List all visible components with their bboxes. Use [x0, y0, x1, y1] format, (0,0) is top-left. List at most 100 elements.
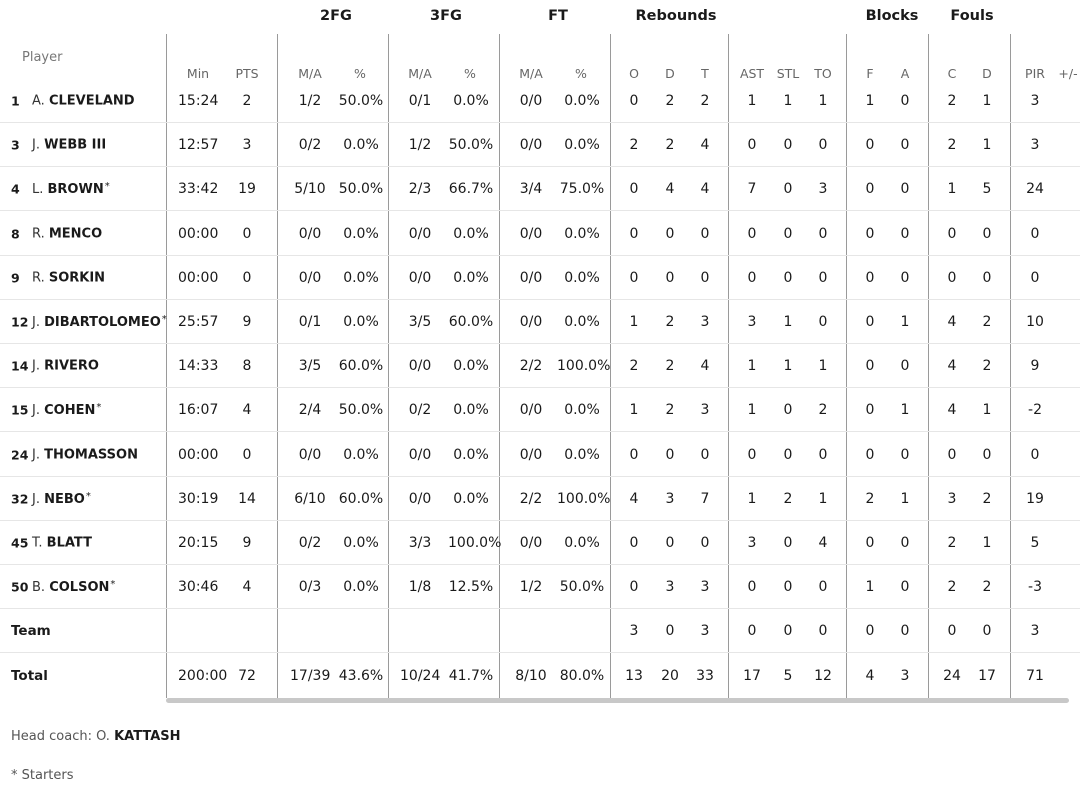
cell-fc: 3 [947, 490, 957, 507]
cell-stl: 0 [783, 181, 793, 198]
table-row[interactable]: 4 L. BROWN* 33:42 19 5/10 50.0% 2/3 66.7% 3/4 75.… [0, 167, 1080, 212]
cell-pir: 5 [1030, 535, 1040, 551]
cell-ft-ma: 0/0 [519, 402, 543, 419]
cell-fg2-ma: 0/3 [298, 579, 322, 596]
cell-ft-ma: 8/10 [515, 667, 547, 684]
cell-ft-pct: 0.0% [564, 535, 600, 551]
row-divider [0, 298, 1080, 300]
cell-min: 20:15 [178, 535, 219, 551]
player-initial: J. [32, 447, 40, 463]
header-ft-ma: M/A [519, 66, 543, 81]
player-name-link[interactable]: J. NEBO* [32, 491, 91, 507]
player-initial: R. [32, 226, 45, 242]
table-row[interactable]: 24 J. THOMASSON 00:00 0 0/0 0.0% 0/0 0.0% 0/0 0.0… [0, 433, 1080, 477]
cell-stl: 1 [783, 93, 793, 109]
cell-d: 3 [665, 490, 675, 507]
table-row[interactable]: 15 J. COHEN* 16:07 4 2/4 50.0% 0/2 0.0% 0/0 0.0% 1… [0, 388, 1080, 433]
player-name-link[interactable]: J. DIBARTOLOMEO* [32, 314, 167, 330]
cell-ft-pct: 80.0% [559, 667, 605, 684]
total-label: Total [11, 667, 48, 684]
table-row[interactable]: 1 A. CLEVELAND 15:24 2 1/2 50.0% 0/1 0.0% 0/0 0.0… [0, 79, 1080, 123]
player-name-link[interactable]: A. CLEVELAND [32, 94, 135, 109]
cell-ba: 0 [900, 623, 910, 640]
cell-ft-pct: 0.0% [564, 314, 600, 330]
cell-fd: 2 [982, 314, 992, 330]
cell-fc: 2 [947, 535, 957, 551]
table-row[interactable]: 50 B. COLSON* 30:46 4 0/3 0.0% 1/8 12.5% 1/2 50.0… [0, 565, 1080, 610]
group-fouls: Fouls [950, 8, 994, 24]
cell-fg2-pct: 0.0% [343, 535, 379, 551]
header-reb-d: D [665, 66, 675, 81]
cell-ast: 3 [747, 314, 757, 330]
head-coach: Head coach: O. KATTASH [11, 729, 181, 744]
cell-ft-ma: 0/0 [519, 314, 543, 330]
cell-min: 00:00 [178, 269, 219, 286]
column-divider [728, 34, 729, 698]
row-divider [0, 387, 1080, 389]
cell-stl: 5 [783, 667, 793, 684]
cell-fc: 0 [947, 446, 957, 463]
cell-d: 4 [665, 181, 675, 198]
cell-fg3-ma: 3/5 [408, 314, 432, 330]
table-row[interactable]: 12 J. DIBARTOLOMEO* 25:57 9 0/1 0.0% 3/5 60.0% 0… [0, 300, 1080, 344]
header-blk-f: F [866, 66, 874, 81]
cell-fg2-pct: 0.0% [343, 314, 379, 330]
cell-fg3-ma: 1/8 [408, 579, 432, 596]
cell-fg2-ma: 5/10 [294, 181, 326, 198]
player-name-link[interactable]: R. SORKIN [32, 270, 105, 285]
total-row[interactable]: Total 200:00 72 17/39 43.6% 10/24 41.7% 8/10 80.… [0, 654, 1080, 698]
cell-fg3-pct: 0.0% [453, 446, 489, 463]
cell-ast: 0 [747, 446, 757, 463]
player-name-link[interactable]: T. BLATT [32, 536, 92, 551]
cell-pts: 0 [242, 225, 252, 242]
cell-ft-ma: 0/0 [519, 269, 543, 286]
cell-min: 00:00 [178, 225, 219, 242]
header-reb-o: O [629, 66, 639, 81]
cell-ba: 0 [900, 579, 910, 596]
cell-ba: 0 [900, 225, 910, 242]
table-row[interactable]: 14 J. RIVERO 14:33 8 3/5 60.0% 0/0 0.0% 2/2 100.0… [0, 344, 1080, 389]
cell-t: 3 [700, 623, 710, 640]
player-number: 24 [11, 447, 29, 463]
player-name-link[interactable]: B. COLSON* [32, 579, 115, 595]
player-last-name: SORKIN [48, 270, 106, 286]
player-name-link[interactable]: J. THOMASSON [32, 447, 138, 462]
horizontal-scrollbar[interactable] [166, 698, 1069, 703]
cell-bf: 0 [865, 181, 875, 198]
team-row[interactable]: Team 3 0 3 0 0 0 0 0 0 0 3 [0, 609, 1080, 654]
column-divider [610, 34, 611, 698]
table-row[interactable]: 32 J. NEBO* 30:19 14 6/10 60.0% 0/0 0.0% 2/2 100.… [0, 477, 1080, 521]
player-initial: J. [32, 491, 40, 507]
cell-ft-pct: 100.0% [557, 358, 611, 375]
cell-bf: 0 [865, 225, 875, 242]
group-3fg: 3FG [430, 8, 462, 24]
cell-stl: 0 [783, 269, 793, 286]
cell-o: 0 [629, 446, 639, 463]
cell-ft-ma: 0/0 [519, 93, 543, 109]
table-row[interactable]: 9 R. SORKIN 00:00 0 0/0 0.0% 0/0 0.0% 0/0 0.0% 0 0 0… [0, 256, 1080, 300]
table-row[interactable]: 8 R. MENCO 00:00 0 0/0 0.0% 0/0 0.0% 0/0 0.0% 0 0 0 0… [0, 212, 1080, 256]
cell-pir: 3 [1030, 93, 1040, 109]
starter-mark: * [161, 314, 167, 325]
player-initial: T. [32, 535, 43, 551]
row-divider [0, 475, 1080, 477]
cell-ba: 0 [900, 269, 910, 286]
cell-d: 2 [665, 358, 675, 375]
row-divider [0, 343, 1080, 344]
cell-fg3-ma: 0/1 [408, 93, 432, 109]
cell-fc: 0 [947, 225, 957, 242]
player-name-link[interactable]: J. COHEN* [32, 402, 101, 418]
player-name-link[interactable]: J. RIVERO [32, 359, 99, 374]
cell-fg3-ma: 0/0 [408, 446, 432, 463]
player-name-link[interactable]: L. BROWN* [32, 181, 110, 197]
cell-fg3-ma: 0/0 [408, 269, 432, 286]
cell-ba: 1 [900, 402, 910, 419]
table-row[interactable]: 3 J. WEBB III 12:57 3 0/2 0.0% 1/2 50.0% 0/0 0.0%… [0, 123, 1080, 168]
player-name-link[interactable]: R. MENCO [32, 226, 102, 241]
header-2fg-pct: % [354, 66, 366, 81]
row-divider [0, 564, 1080, 565]
cell-fg2-ma: 0/1 [298, 314, 322, 330]
table-row[interactable]: 45 T. BLATT 20:15 9 0/2 0.0% 3/3 100.0% 0/0 0.0% 0… [0, 521, 1080, 565]
cell-ast: 0 [747, 623, 757, 640]
player-name-link[interactable]: J. WEBB III [32, 138, 106, 153]
